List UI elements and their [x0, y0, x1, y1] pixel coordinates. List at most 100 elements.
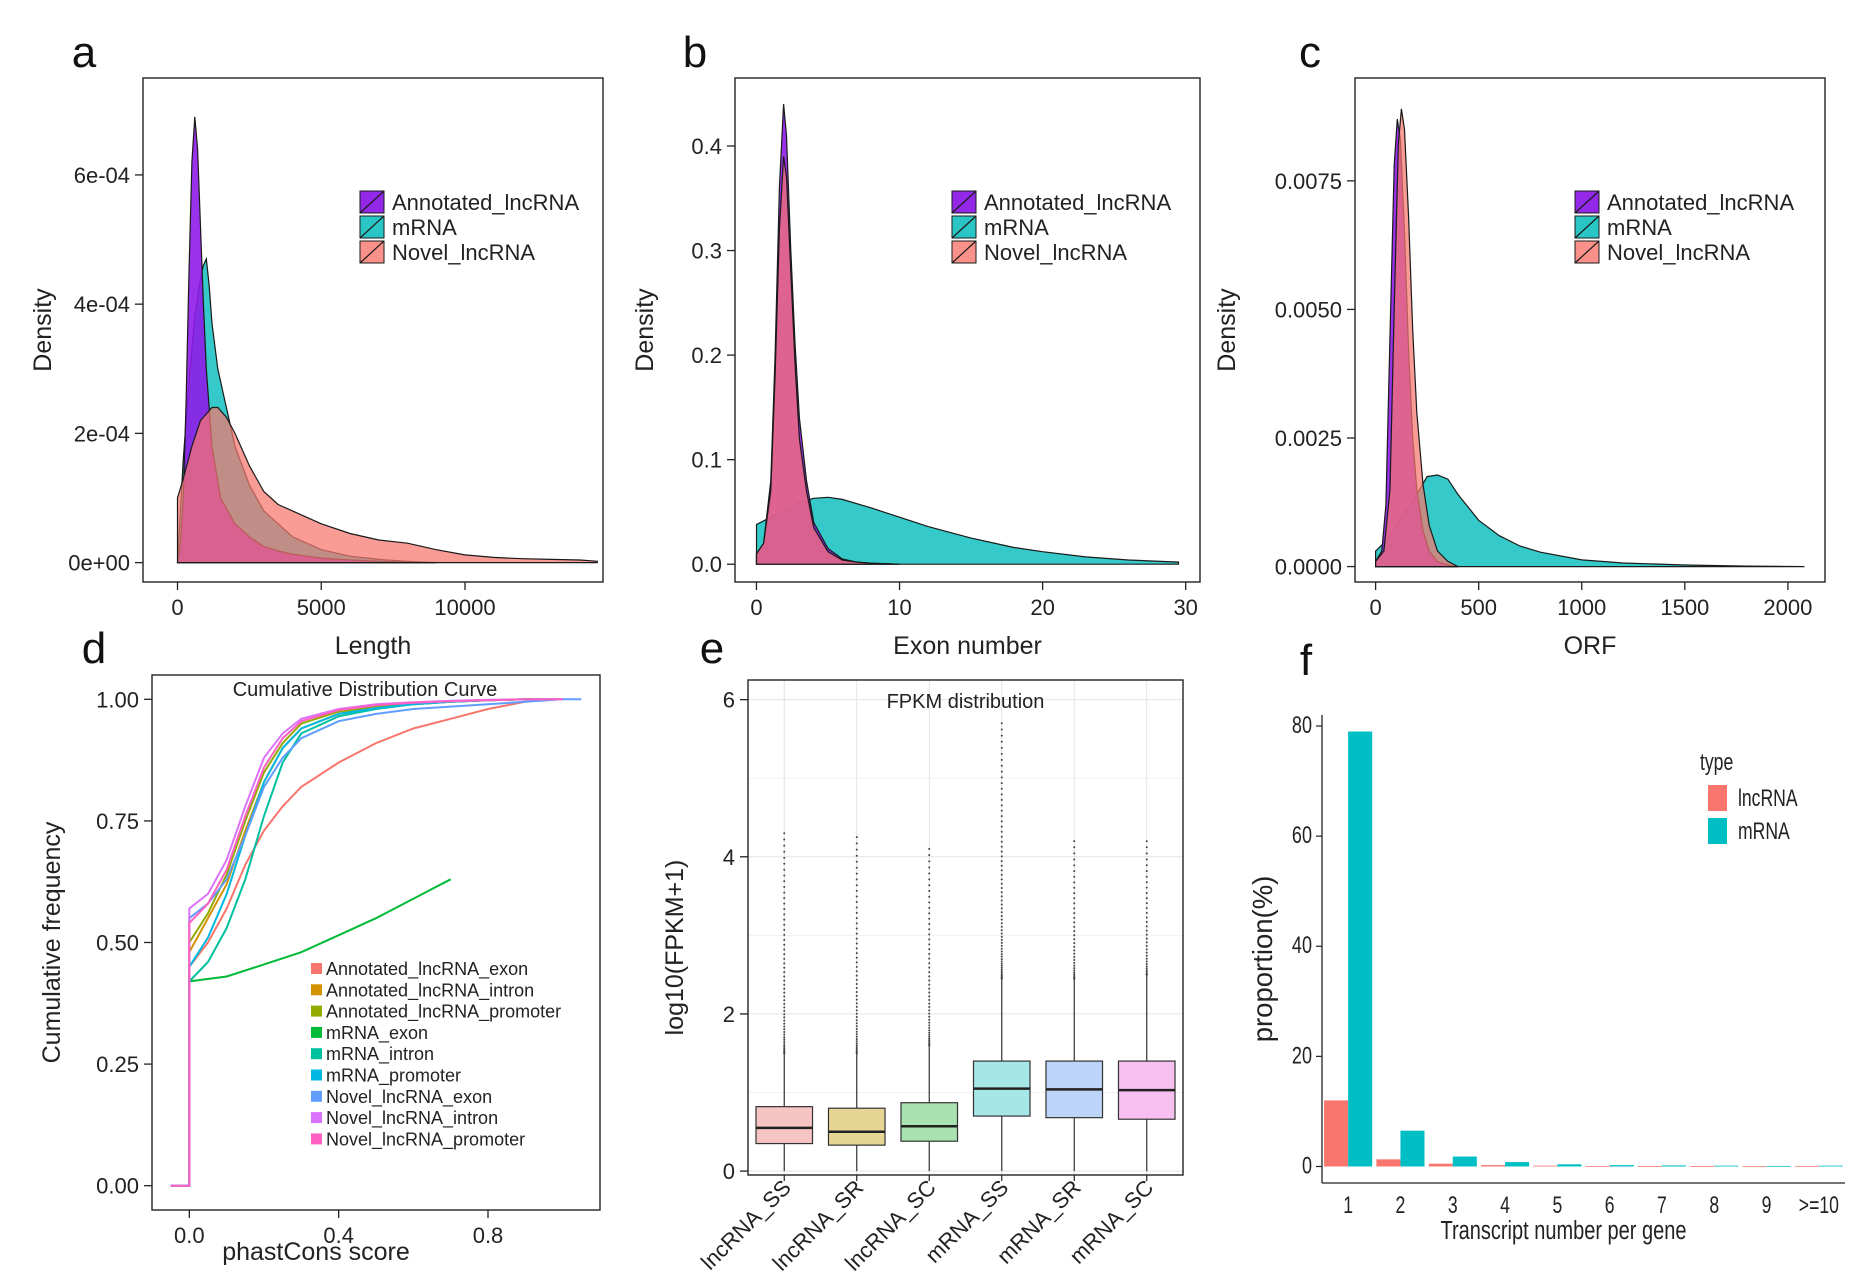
box-lncrna-sc — [900, 1102, 959, 1142]
outlier-point — [928, 991, 931, 994]
outlier-point — [1145, 920, 1148, 923]
legend-label: Annotated_lncRNA_intron — [326, 980, 534, 1001]
outlier-point — [1000, 944, 1003, 947]
y-axis-title: Density — [29, 288, 57, 372]
outlier-point — [1000, 968, 1003, 971]
outlier-point — [1145, 902, 1148, 905]
outlier-point — [855, 911, 858, 914]
outlier-point — [1000, 840, 1003, 843]
legend-key-slash — [951, 240, 977, 264]
outlier-point — [855, 889, 858, 892]
outlier-point — [783, 1044, 786, 1047]
outlier-point — [783, 1002, 786, 1005]
outlier-point — [928, 847, 931, 850]
y-tick-label: 0.0075 — [1275, 169, 1342, 194]
outlier-point — [855, 1005, 858, 1008]
panel-b-frame — [734, 77, 1201, 583]
outlier-point — [1073, 864, 1076, 867]
outlier-point — [855, 1016, 858, 1019]
outlier-point — [1145, 929, 1148, 932]
y-tick-label: 4 — [723, 845, 735, 870]
outlier-point — [855, 956, 858, 959]
bar-mrna-7 — [1661, 1165, 1687, 1167]
y-tick-label: 40 — [1292, 932, 1312, 959]
outlier-point — [855, 1009, 858, 1012]
bar-lncrna-8 — [1690, 1166, 1715, 1167]
outlier-point — [928, 1035, 931, 1038]
outlier-point — [855, 978, 858, 981]
outlier-point — [1000, 960, 1003, 963]
outlier-point — [1073, 942, 1076, 945]
y-tick-label: 0e+00 — [68, 551, 130, 576]
bar-mrna-6 — [1609, 1165, 1634, 1167]
x-tick-label: 8 — [1709, 1192, 1719, 1218]
y-tick-label: 2e-04 — [74, 421, 130, 446]
outlier-point — [783, 1013, 786, 1016]
legend-label: lncRNA — [1738, 785, 1798, 811]
outlier-point — [928, 1018, 931, 1021]
outlier-point — [783, 1028, 786, 1031]
outlier-point — [783, 943, 786, 946]
y-tick-label: 0.50 — [96, 931, 139, 956]
outlier-point — [928, 928, 931, 931]
outlier-point — [855, 1030, 858, 1033]
y-tick-label: 0 — [1302, 1152, 1312, 1179]
x-tick-label: 4 — [1500, 1192, 1510, 1218]
outlier-point — [783, 918, 786, 921]
outlier-point — [928, 1040, 931, 1043]
outlier-point — [783, 880, 786, 883]
legend-label: Novel_lncRNA — [392, 240, 535, 265]
bar-mrna-8 — [1714, 1165, 1739, 1167]
outlier-point — [928, 906, 931, 909]
outlier-point — [1000, 770, 1003, 773]
outlier-point — [783, 995, 786, 998]
legend-key-slash — [1574, 190, 1600, 214]
outlier-point — [783, 1016, 786, 1019]
outlier-point — [855, 1025, 858, 1028]
outlier-point — [1145, 970, 1148, 973]
outlier-point — [855, 1012, 858, 1015]
y-tick-label: 0 — [723, 1159, 735, 1184]
bar-lncrna-4 — [1480, 1165, 1506, 1167]
outlier-point — [1145, 897, 1148, 900]
outlier-point — [928, 966, 931, 969]
bar-mrna-9 — [1766, 1165, 1791, 1167]
outlier-point — [855, 1044, 858, 1047]
outlier-point — [783, 913, 786, 916]
outlier-point — [1000, 820, 1003, 823]
y-tick-label: 0.1 — [691, 448, 722, 473]
outlier-point — [928, 895, 931, 898]
outlier-point — [1000, 830, 1003, 833]
outlier-point — [855, 965, 858, 968]
x-tick-label: 0 — [171, 595, 183, 620]
x-tick-label: 10 — [887, 595, 911, 620]
outlier-point — [855, 987, 858, 990]
y-tick-label: 0.75 — [96, 809, 139, 834]
outlier-point — [783, 938, 786, 941]
legend-label: mRNA_exon — [326, 1023, 428, 1044]
outlier-point — [855, 974, 858, 977]
panel-f: 1 2 3 4 5 6 7 8 9 >=10 0 20 40 60 80 proportion(%) Trans… — [1247, 711, 1845, 1245]
outlier-point — [1000, 941, 1003, 944]
y-tick-label: 0.0025 — [1275, 426, 1342, 451]
legend-label: mRNA_promoter — [326, 1066, 461, 1087]
legend-key-slash — [1574, 240, 1600, 264]
panel-letter-e: e — [700, 624, 724, 673]
panel-a-frame — [142, 77, 604, 583]
legend-label: mRNA — [392, 215, 457, 240]
outlier-point — [783, 999, 786, 1002]
outlier-point — [783, 1048, 786, 1051]
outlier-point — [1145, 870, 1148, 873]
x-tick-label: 0.4 — [323, 1223, 354, 1248]
outlier-point — [1145, 886, 1148, 889]
outlier-point — [783, 983, 786, 986]
y-tick-label: 0.2 — [691, 343, 722, 368]
bar-lncrna-9 — [1742, 1166, 1767, 1168]
outlier-point — [1073, 969, 1076, 972]
outlier-point — [1000, 734, 1003, 737]
outlier-point — [783, 908, 786, 911]
outlier-point — [855, 947, 858, 950]
cdf-line-novel-lncrna-exon — [170, 698, 582, 1187]
x-tick-label: 9 — [1762, 1192, 1772, 1218]
